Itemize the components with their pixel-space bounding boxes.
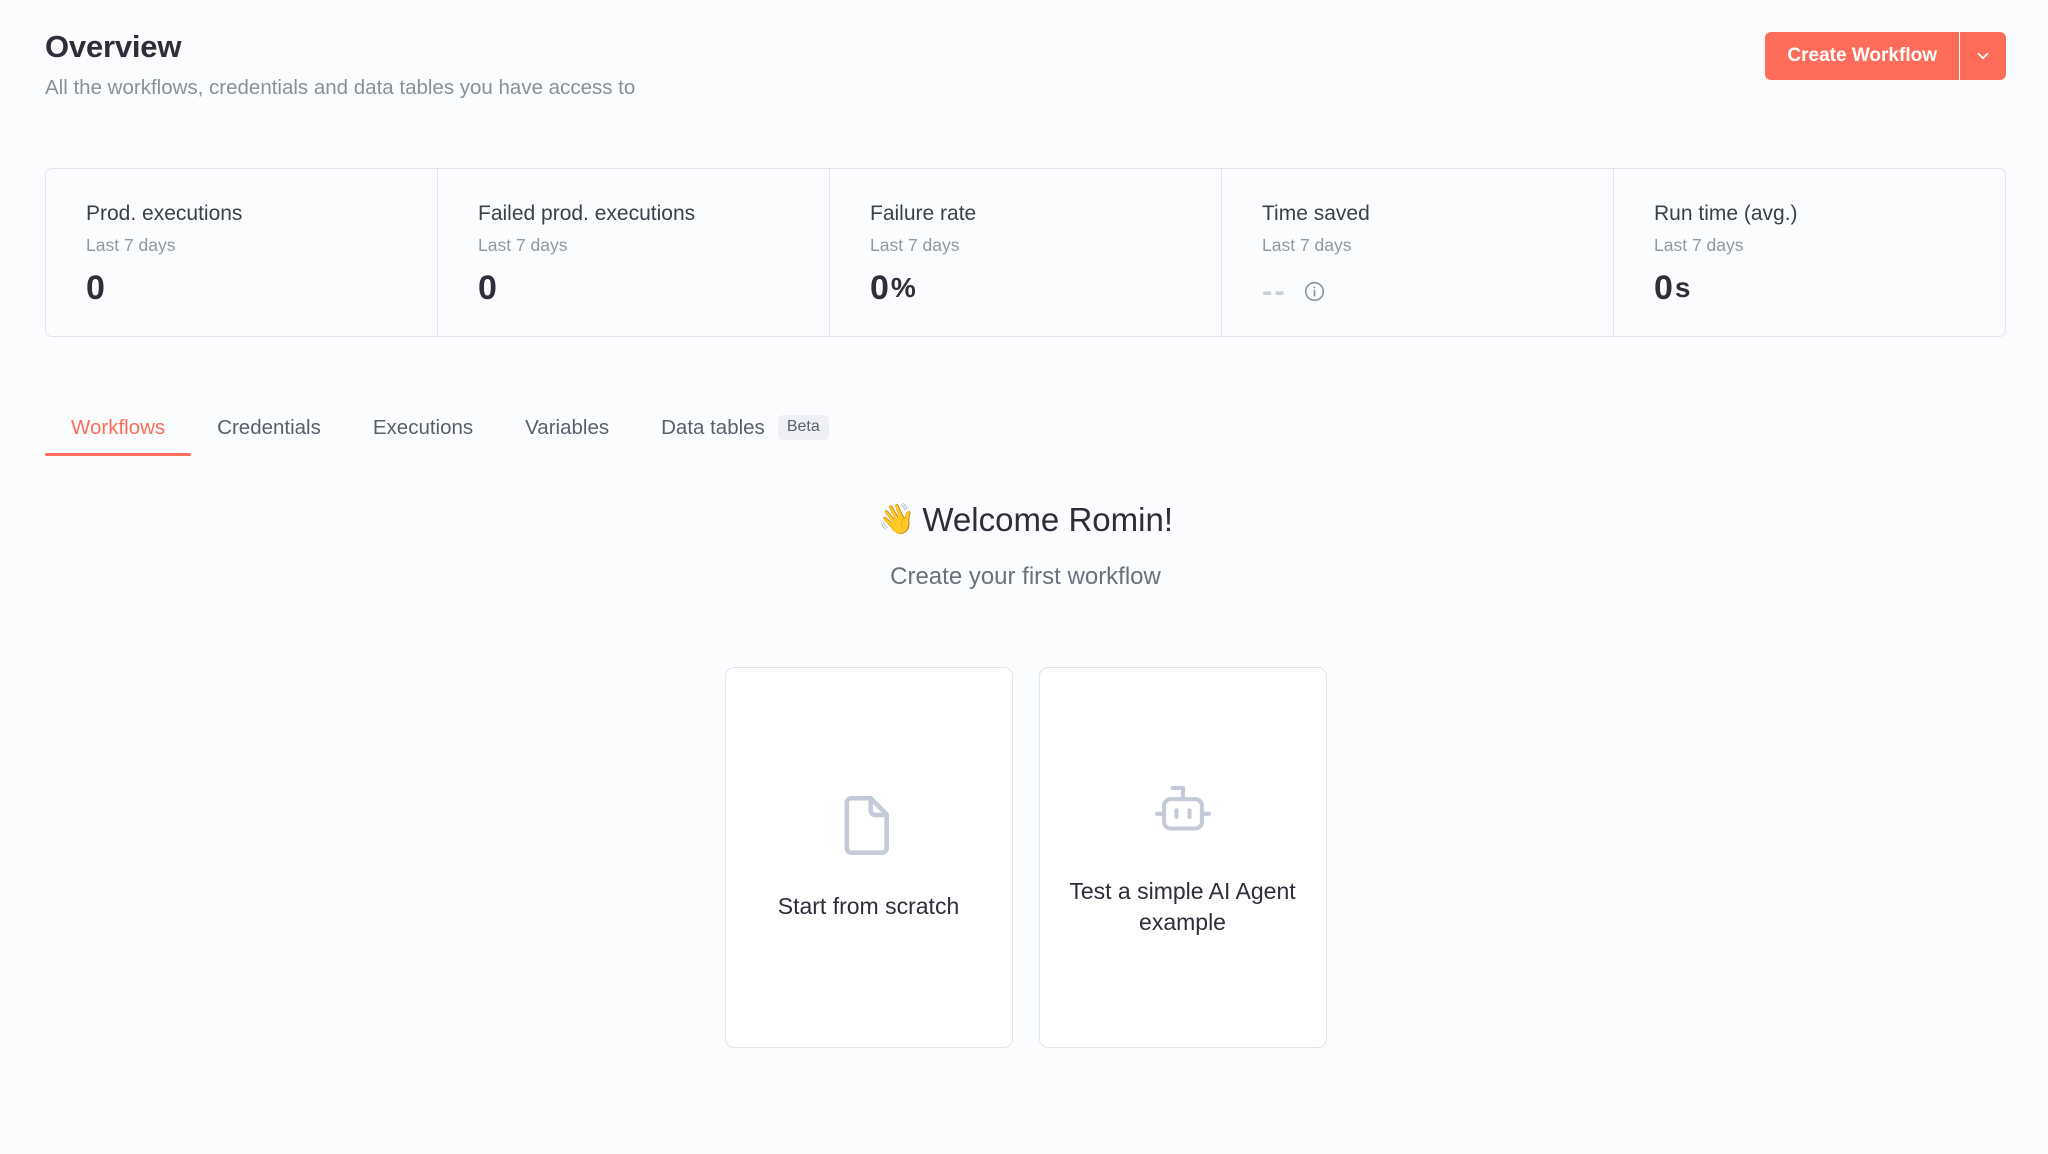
file-icon <box>840 793 898 856</box>
stat-value: 0% <box>870 269 1221 308</box>
stat-period: Last 7 days <box>1654 235 1744 256</box>
create-workflow-button-group[interactable]: Create Workflow <box>1765 32 2006 80</box>
stat-value-number: 0 <box>86 269 105 308</box>
page-title: Overview <box>45 29 182 64</box>
content-tabs: Workflows Credentials Executions Variabl… <box>45 415 2006 456</box>
tab-workflows[interactable]: Workflows <box>45 416 192 456</box>
stat-value-number: 0 <box>478 269 497 308</box>
stat-period: Last 7 days <box>870 235 960 256</box>
beta-badge: Beta <box>777 415 829 440</box>
robot-icon <box>1150 778 1216 840</box>
stat-value-number: 0 <box>1654 269 1673 308</box>
tab-label: Workflows <box>71 416 166 439</box>
stat-card-time-saved: Time saved Last 7 days -- <box>1221 169 1613 336</box>
stats-summary-bar: Prod. executions Last 7 days 0 Failed pr… <box>45 168 2006 337</box>
tab-executions[interactable]: Executions <box>347 416 499 456</box>
stat-value-placeholder: -- <box>1262 272 1287 308</box>
page-subtitle: All the workflows, credentials and data … <box>45 75 636 99</box>
stat-period: Last 7 days <box>478 235 568 256</box>
stat-label: Time saved <box>1262 202 1370 225</box>
stat-value: -- <box>1262 274 1613 308</box>
create-workflow-button[interactable]: Create Workflow <box>1765 32 1959 80</box>
action-card-label: Test a simple AI Agent example <box>1069 877 1296 935</box>
stat-label: Prod. executions <box>86 202 243 225</box>
header-text-block: Overview All the workflows, credentials … <box>45 28 635 101</box>
stat-value-number: 0 <box>870 269 889 308</box>
tab-variables[interactable]: Variables <box>499 416 635 456</box>
info-circle-icon[interactable] <box>1303 280 1326 303</box>
stat-card-failed-prod-executions: Failed prod. executions Last 7 days 0 <box>437 169 829 336</box>
stat-value-unit: s <box>1674 272 1691 304</box>
chevron-down-icon <box>1974 47 1992 65</box>
stat-value: 0 <box>86 269 437 308</box>
stat-label: Failure rate <box>870 202 977 225</box>
stat-value-unit: % <box>890 272 916 304</box>
tab-credentials[interactable]: Credentials <box>191 416 347 456</box>
stat-label: Failed prod. executions <box>478 202 696 225</box>
stat-card-failure-rate: Failure rate Last 7 days 0% <box>829 169 1221 336</box>
welcome-subheading: Create your first workflow <box>890 562 1161 590</box>
tab-label: Variables <box>525 416 610 439</box>
tab-label: Credentials <box>217 416 321 439</box>
action-card-ai-agent-example[interactable]: Test a simple AI Agent example <box>1038 667 1327 1049</box>
stat-label: Run time (avg.) <box>1654 202 1798 225</box>
tab-data-tables[interactable]: Data tables Beta <box>635 415 855 456</box>
action-card-label: Start from scratch <box>777 893 960 920</box>
stat-value: 0 <box>478 269 829 308</box>
waving-hand-icon: 👋 <box>878 502 916 536</box>
tab-label: Executions <box>372 416 474 439</box>
action-cards: Start from scratch Test a simple AI Agen… <box>724 667 1327 1049</box>
tab-label: Data tables <box>661 415 765 439</box>
workflows-empty-state: 👋 Welcome Romin! Create your first workf… <box>45 500 2006 1049</box>
stat-card-prod-executions: Prod. executions Last 7 days 0 <box>46 169 437 336</box>
welcome-heading-text: Welcome Romin! <box>922 501 1173 538</box>
create-workflow-dropdown-button[interactable] <box>1959 32 2006 80</box>
stat-period: Last 7 days <box>1262 235 1352 256</box>
page-header: Overview All the workflows, credentials … <box>0 0 2048 101</box>
welcome-heading: 👋 Welcome Romin! <box>878 500 1173 540</box>
action-card-start-from-scratch[interactable]: Start from scratch <box>724 667 1013 1049</box>
stat-period: Last 7 days <box>86 235 176 256</box>
